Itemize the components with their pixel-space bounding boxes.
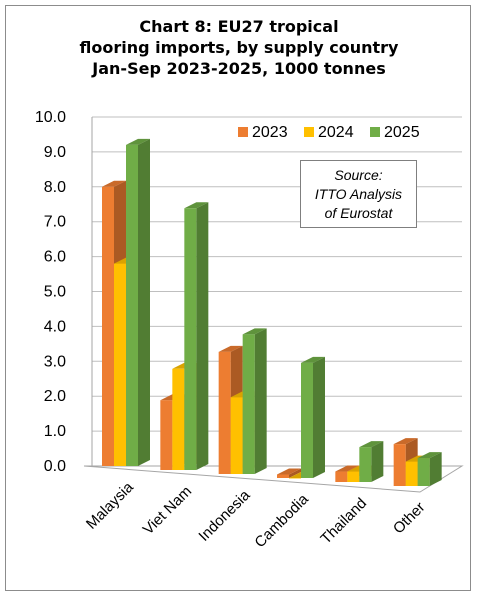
y-tick-label: 0.0 (44, 458, 66, 475)
bar (114, 263, 126, 466)
bar (184, 208, 197, 470)
y-tick-label: 3.0 (44, 353, 66, 370)
chart-title-line-3: Jan-Sep 2023-2025, 1000 tonnes (92, 59, 386, 78)
bar (277, 474, 289, 478)
y-tick-label: 4.0 (44, 318, 66, 335)
bar-side (429, 452, 442, 486)
bar-top (359, 441, 384, 448)
bar-side (196, 202, 209, 470)
bar (405, 461, 418, 486)
bar (301, 362, 313, 478)
bar (218, 351, 231, 474)
legend-label: 2024 (318, 124, 354, 141)
source-line-3: of Eurostat (324, 205, 393, 221)
bar-top (242, 328, 267, 335)
y-tick-label: 7.0 (44, 214, 66, 231)
y-tick-label: 5.0 (44, 284, 66, 301)
bar (230, 397, 243, 474)
chart-title-line-1: Chart 8: EU27 tropical (139, 17, 339, 36)
bar-side (289, 468, 301, 478)
bar (242, 334, 255, 474)
legend-label: 2023 (252, 124, 288, 141)
y-tick-label: 9.0 (44, 144, 66, 161)
bar-side (254, 328, 267, 474)
y-tick-label: 10.0 (35, 109, 66, 126)
bar-top (126, 138, 150, 145)
y-tick-label: 6.0 (44, 249, 66, 266)
bar (289, 478, 301, 479)
legend-swatch (304, 127, 314, 137)
bar-side (138, 138, 150, 467)
y-tick-label: 1.0 (44, 423, 66, 440)
bar (126, 144, 138, 467)
bar-top (335, 465, 360, 472)
chart-floor (83, 465, 464, 493)
x-tick-label: Indonesia (195, 486, 253, 544)
y-tick-label: 2.0 (44, 388, 66, 405)
bar (172, 368, 185, 470)
y-tick-label: 8.0 (44, 179, 66, 196)
bar-side (313, 356, 325, 478)
bar-top (301, 356, 325, 363)
x-tick-label: Viet Nam (140, 483, 195, 538)
chart-title: Chart 8: EU27 tropical flooring imports,… (6, 16, 472, 79)
bar-side (371, 441, 384, 482)
bar (393, 444, 406, 486)
legend-label: 2025 (384, 124, 420, 141)
bar-top (393, 438, 418, 445)
bar (335, 471, 348, 482)
bar (102, 186, 114, 467)
x-tick-label: Thailand (317, 495, 370, 548)
source-annotation: Source: ITTO Analysis of Eurostat (300, 160, 417, 228)
bar (359, 447, 372, 482)
source-line-2: ITTO Analysis (314, 186, 403, 202)
bar (417, 458, 430, 486)
bar-top (184, 202, 209, 209)
bar (347, 471, 360, 482)
x-tick-label: Other (390, 499, 429, 538)
x-tick-label: Malaysia (83, 478, 137, 532)
bar-top (417, 452, 442, 459)
bar-top (218, 345, 243, 352)
chart-frame: Chart 8: EU27 tropical flooring imports,… (5, 5, 471, 591)
source-line-1: Source: (334, 167, 383, 183)
bar-top (277, 468, 301, 475)
bar (160, 400, 173, 470)
chart-title-line-2: flooring imports, by supply country (79, 38, 399, 57)
legend-swatch (238, 127, 248, 137)
bar-top (102, 180, 126, 187)
legend-swatch (370, 127, 380, 137)
x-tick-label: Cambodia (251, 490, 312, 551)
